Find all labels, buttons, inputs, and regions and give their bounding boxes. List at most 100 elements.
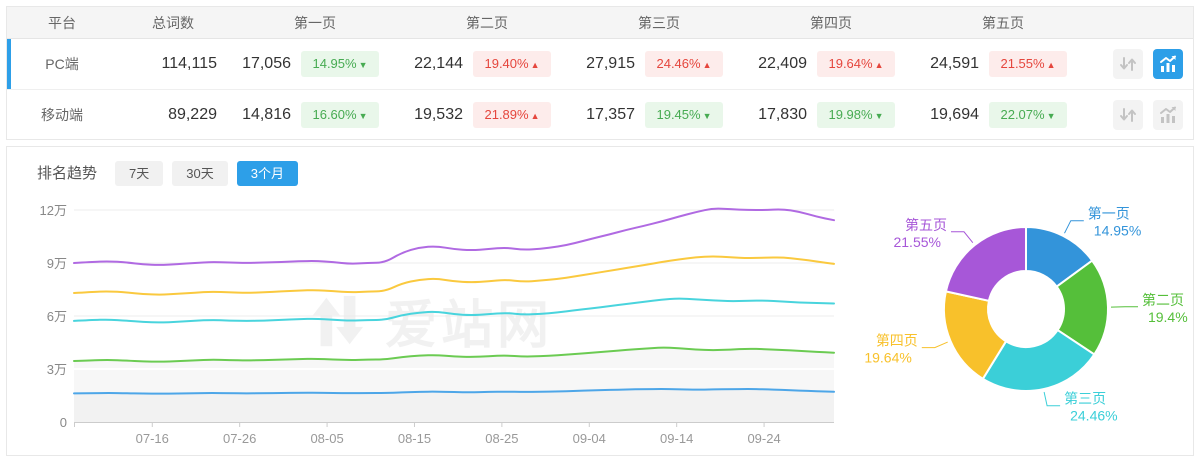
trend-arrow-icon: ▲ [702,60,712,70]
page-word-count: 19,694 [930,105,979,123]
page-word-count: 22,409 [758,55,807,72]
page-word-count: 17,357 [586,105,635,123]
donut-percent: 19.64% [864,350,911,366]
sort-button[interactable] [1113,49,1143,79]
page-stat-cell: 24,591 21.55% ▲ [917,51,1089,77]
page-word-count: 27,915 [586,55,635,72]
show-chart-button[interactable] [1153,99,1183,130]
change-badge: 21.55% ▲ [989,51,1067,77]
col-header-page-3: 第三页 [638,14,680,31]
trend-section: 排名趋势 7天 30天 3个月 爱站网 0 3万 6万 9万 12万 07-16 07-26 08… [6,146,1194,456]
table-header-row: 平台 总词数 第一页 第二页 第三页 第四页 第五页 [7,7,1193,39]
page-word-count: 17,830 [758,105,807,123]
total-words-value: 114,115 [161,55,217,72]
page-word-count: 14,816 [242,105,291,123]
change-badge: 19.40% ▲ [473,51,551,77]
page-stat-cell: 17,357 19.45% ▼ [573,101,745,128]
svg-text:08-15: 08-15 [398,431,431,446]
rank-summary-table: 平台 总词数 第一页 第二页 第三页 第四页 第五页 PC端 114,115 17,056 14.… [6,6,1194,140]
change-badge: 22.07% ▼ [989,101,1067,128]
donut-percent: 14.95% [1094,223,1141,239]
page-stat-cell: 19,694 22.07% ▼ [917,101,1089,128]
page-stat-cell: 14,816 16.60% ▼ [229,101,401,128]
page-word-count: 19,532 [414,105,463,123]
svg-text:09-04: 09-04 [573,431,606,446]
donut-label: 第五页 [905,217,947,233]
change-badge: 19.98% ▼ [817,101,895,128]
donut-label: 第一页 [1088,206,1130,222]
change-badge: 19.64% ▲ [817,51,895,77]
page-word-count: 22,144 [414,55,463,72]
trend-tab-3[interactable]: 3个月 [236,160,298,186]
page-stat-cell: 27,915 24.46% ▲ [573,51,745,77]
platform-label: PC端 [45,56,79,72]
page-stat-cell: 17,830 19.98% ▼ [745,101,917,128]
donut-label: 第二页 [1142,292,1184,308]
trend-arrow-icon: ▼ [1046,110,1056,121]
svg-text:08-05: 08-05 [310,431,343,446]
change-badge: 16.60% ▼ [301,101,379,128]
platform-label: 移动端 [41,106,83,123]
svg-text:9万: 9万 [47,256,67,271]
trend-arrow-icon: ▼ [358,60,368,70]
svg-text:6万: 6万 [47,309,67,324]
sort-arrows-icon [1120,57,1136,71]
page-stat-cell: 22,409 19.64% ▲ [745,51,917,77]
total-words-value: 89,229 [168,105,217,123]
col-header-platform: 平台 [48,14,76,31]
trend-arrow-icon: ▲ [1046,60,1056,70]
sort-arrows-icon [1120,107,1136,122]
donut-label: 第三页 [1064,391,1106,407]
trend-header: 排名趋势 7天 30天 3个月 [7,147,1193,187]
page-stat-cell: 19,532 21.89% ▲ [401,101,573,128]
trend-arrow-icon: ▲ [530,110,540,121]
svg-text:09-14: 09-14 [660,431,693,446]
trend-arrow-icon: ▼ [358,110,368,121]
page-word-count: 17,056 [242,55,291,72]
bar-chart-icon [1160,106,1176,123]
col-header-page-5: 第五页 [982,14,1024,31]
change-badge: 19.45% ▼ [645,101,723,128]
keyword-rank-page: 平台 总词数 第一页 第二页 第三页 第四页 第五页 PC端 114,115 17,056 14.… [6,6,1194,456]
row-actions [1089,49,1193,79]
page-word-count: 24,591 [930,55,979,72]
page-stat-cell: 22,144 19.40% ▲ [401,51,573,77]
sort-button[interactable] [1113,99,1143,130]
donut-percent: 21.55% [893,234,940,250]
svg-text:09-24: 09-24 [747,431,780,446]
change-badge: 24.46% ▲ [645,51,723,77]
trend-tab-2[interactable]: 30天 [172,160,228,186]
table-body: PC端 114,115 17,056 14.95% ▼ 22,144 19.40% ▲ 27,9… [7,39,1193,139]
trend-arrow-icon: ▲ [874,60,884,70]
svg-text:0: 0 [60,415,67,430]
svg-text:3万: 3万 [47,362,67,377]
chart-area: 爱站网 0 3万 6万 9万 12万 07-16 07-26 08-05 08-15 08-25 0… [7,187,1193,453]
page-stat-cell: 17,056 14.95% ▼ [229,51,401,77]
col-header-page-4: 第四页 [810,14,852,31]
donut-percent: 24.46% [1070,408,1117,424]
donut-label: 第四页 [876,333,918,349]
donut-percent: 19.4% [1148,309,1188,325]
row-actions [1089,99,1193,130]
trend-arrow-icon: ▼ [874,110,884,121]
show-chart-button[interactable] [1153,49,1183,79]
table-row[interactable]: PC端 114,115 17,056 14.95% ▼ 22,144 19.40% ▲ 27,9… [7,39,1193,89]
trend-tab-1[interactable]: 7天 [115,160,164,186]
col-header-total: 总词数 [152,14,194,31]
svg-text:07-26: 07-26 [223,431,256,446]
change-badge: 21.89% ▲ [473,101,551,128]
table-row[interactable]: 移动端 89,229 14,816 16.60% ▼ 19,532 21.89% ▲ 17,35… [7,89,1193,139]
svg-text:08-25: 08-25 [485,431,518,446]
svg-text:07-16: 07-16 [136,431,169,446]
donut-slice-第五页[interactable] [944,225,1027,302]
donut-slice-第三页[interactable] [981,328,1096,393]
trend-line-chart[interactable]: 0 3万 6万 9万 12万 07-16 07-26 08-05 08-15 08-25 09-04… [29,193,859,455]
trend-arrow-icon: ▲ [530,60,540,70]
change-badge: 14.95% ▼ [301,51,379,77]
bar-chart-icon [1160,55,1176,72]
col-header-page-1: 第一页 [294,14,336,31]
trend-range-tabs: 7天 30天 3个月 [115,160,307,186]
trend-title: 排名趋势 [37,165,98,182]
trend-arrow-icon: ▼ [702,110,712,121]
